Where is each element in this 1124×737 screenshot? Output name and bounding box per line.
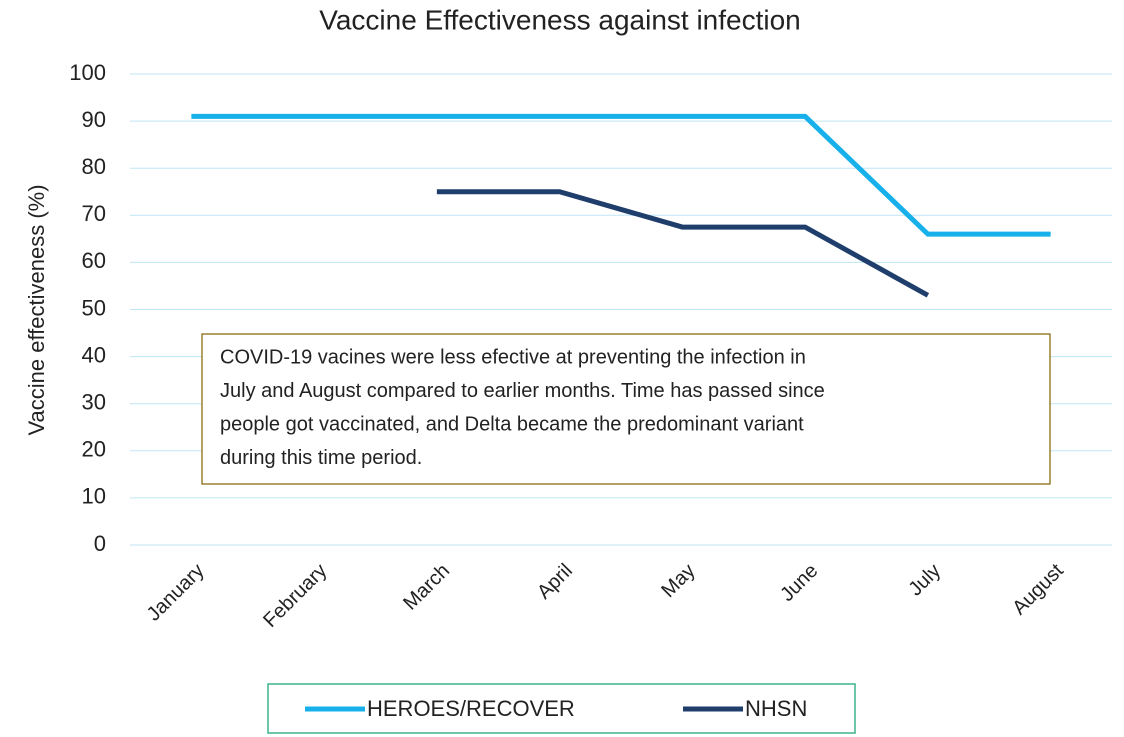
annotation-text: during this time period. (220, 447, 422, 469)
y-tick-label: 60 (82, 248, 106, 273)
series-line (436, 189, 930, 298)
y-tick-label: 80 (82, 154, 106, 179)
y-tick-label: 40 (82, 342, 106, 367)
x-tick-label: May (657, 560, 699, 602)
y-tick-label: 90 (82, 107, 106, 132)
y-axis-label: Vaccine effectiveness (%) (24, 184, 49, 435)
x-tick-label: July (904, 560, 945, 601)
y-tick-label: 70 (82, 201, 106, 226)
chart-title: Vaccine Effectiveness against infection (319, 4, 800, 35)
annotation-text: COVID-19 vacines were less efective at p… (220, 346, 806, 368)
legend-label: NHSN (745, 696, 807, 721)
legend-box (267, 683, 856, 734)
x-tick-label: February (259, 560, 331, 632)
series-line (191, 113, 1051, 237)
annotation-text: July and August compared to earlier mont… (220, 380, 825, 402)
x-tick-label: August (1008, 559, 1068, 619)
x-tick-label: March (399, 560, 454, 615)
y-tick-label: 10 (82, 484, 106, 509)
y-tick-label: 100 (69, 60, 106, 85)
annotation-box (201, 333, 1051, 485)
x-tick-label: April (533, 560, 577, 604)
x-tick-label: June (776, 560, 822, 606)
y-tick-label: 30 (82, 390, 106, 415)
legend-label: HEROES/RECOVER (367, 696, 575, 721)
y-tick-label: 0 (94, 531, 106, 556)
x-tick-label: January (143, 560, 209, 626)
y-tick-label: 20 (82, 437, 106, 462)
y-tick-label: 50 (82, 295, 106, 320)
annotation-text: people got vaccinated, and Delta became … (220, 413, 804, 435)
